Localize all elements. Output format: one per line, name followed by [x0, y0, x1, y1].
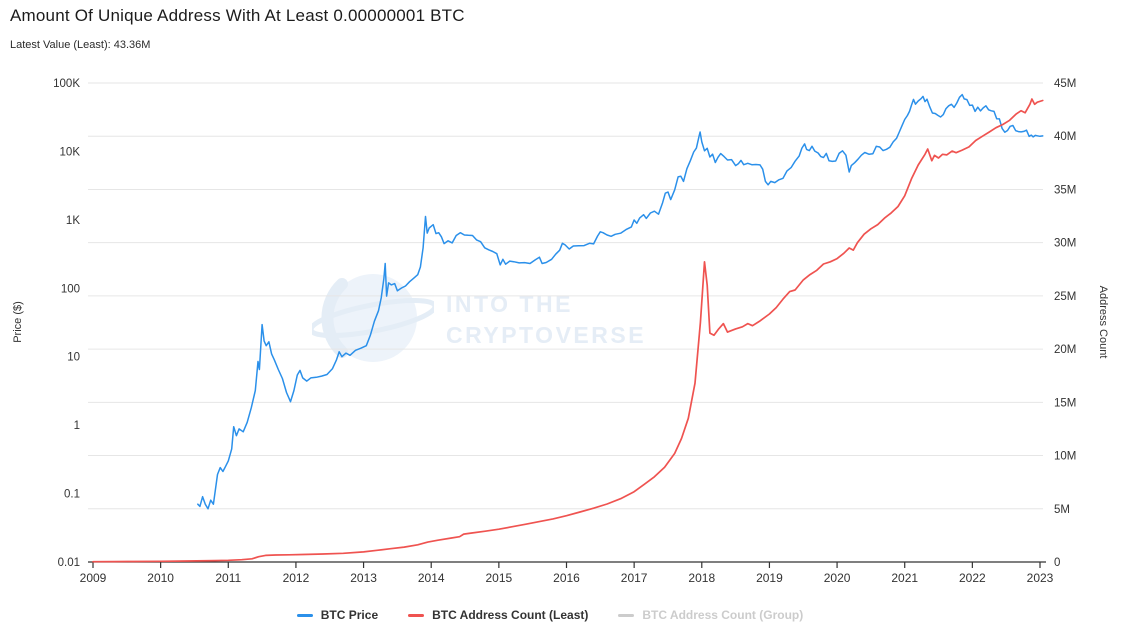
x-axis-tick-label: 2011	[215, 571, 241, 585]
address-axis-tick-label: 15M	[1054, 397, 1076, 409]
btc-address-count-least-legend-label: BTC Address Count (Least)	[432, 608, 589, 622]
address-axis-tick-label: 25M	[1054, 291, 1076, 303]
legend-item-btc-price[interactable]: BTC Price	[296, 608, 379, 622]
address-axis-tick-label: 35M	[1054, 184, 1076, 196]
x-axis-tick-label: 2016	[553, 571, 580, 585]
price-axis-tick-label: 10	[67, 352, 80, 364]
legend: BTC Price BTC Address Count (Least) BTC …	[0, 608, 1100, 622]
x-axis-tick-label: 2022	[959, 571, 986, 585]
x-axis-tick-label: 2013	[350, 571, 377, 585]
x-axis-tick-label: 2015	[486, 571, 513, 585]
price-axis-tick-label: 100	[61, 283, 80, 295]
btc-price-legend-label: BTC Price	[320, 608, 379, 622]
legend-item-btc-address-count-group[interactable]: BTC Address Count (Group)	[618, 608, 803, 622]
x-axis-tick-label: 2009	[80, 571, 107, 585]
x-axis-tick-label: 2020	[824, 571, 851, 585]
address-axis-tick-label: 10M	[1054, 451, 1076, 463]
price-axis-tick-label: 0.01	[58, 557, 80, 569]
price-axis-tick-label: 100K	[53, 78, 80, 90]
x-axis-tick-label: 2018	[688, 571, 715, 585]
address-axis-tick-label: 20M	[1054, 344, 1076, 356]
x-axis-tick-label: 2017	[621, 571, 648, 585]
latest-value-subtitle: Latest Value (Least): 43.36M	[10, 39, 151, 51]
price-axis-tick-label: 0.1	[64, 489, 80, 501]
x-axis-tick-label: 2014	[418, 571, 445, 585]
x-axis-tick-label: 2019	[756, 571, 783, 585]
btc-price-line	[197, 93, 1044, 510]
address-axis-tick-label: 45M	[1054, 78, 1076, 90]
address-axis-tick-label: 0	[1054, 557, 1060, 569]
btc-address-count-least-line	[92, 98, 1044, 563]
price-axis-tick-label: 1K	[66, 215, 80, 227]
btc-address-count-group-legend-marker	[618, 613, 635, 617]
right-axis-title: Address Count	[1097, 285, 1109, 359]
address-axis-tick-label: 40M	[1054, 131, 1076, 143]
legend-item-btc-address-count-least[interactable]: BTC Address Count (Least)	[408, 608, 588, 622]
price-axis-tick-label: 1	[74, 420, 80, 432]
price-axis-tick-label: 10K	[60, 146, 81, 158]
btc-price-legend-marker	[296, 613, 313, 617]
btc-address-count-least-legend-marker	[408, 613, 425, 617]
x-axis-tick-label: 2023	[1027, 571, 1054, 585]
x-axis-tick-label: 2012	[283, 571, 310, 585]
x-axis-tick-label: 2021	[891, 571, 918, 585]
address-axis-tick-label: 30M	[1054, 238, 1076, 250]
btc-address-count-group-legend-label: BTC Address Count (Group)	[642, 608, 804, 622]
address-axis-tick-label: 5M	[1054, 504, 1070, 516]
x-axis-tick-label: 2010	[147, 571, 174, 585]
left-axis-title: Price ($)	[12, 301, 24, 343]
chart-title: Amount Of Unique Address With At Least 0…	[10, 6, 465, 25]
